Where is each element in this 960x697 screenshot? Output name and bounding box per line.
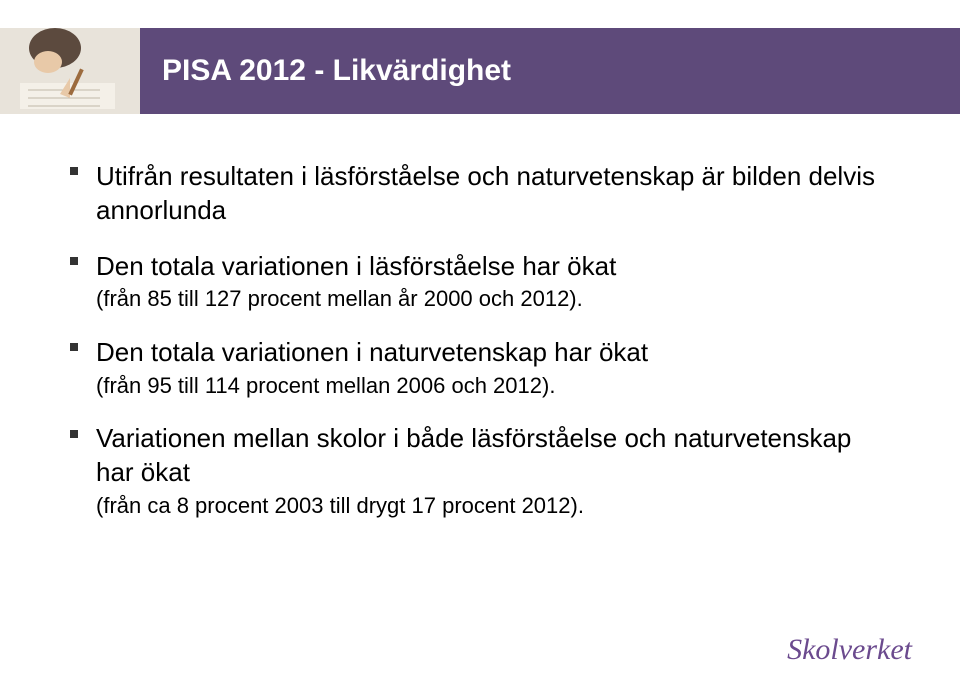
- header-photo: [0, 28, 140, 114]
- bullet-item: Utifrån resultaten i läsförståelse och n…: [70, 160, 890, 228]
- bullet-main-text: Den totala variationen i naturvetenskap …: [96, 337, 648, 367]
- slide: PISA 2012 - Likvärdighet Utifrån resulta…: [0, 0, 960, 697]
- bullet-dot-icon: [70, 343, 78, 351]
- bullet-dot-icon: [70, 257, 78, 265]
- bullet-sub-text: (från 85 till 127 procent mellan år 2000…: [96, 285, 890, 314]
- slide-header: PISA 2012 - Likvärdighet: [0, 28, 960, 114]
- bullet-dot-icon: [70, 167, 78, 175]
- slide-title: PISA 2012 - Likvärdighet: [162, 54, 511, 88]
- bullet-main-text: Utifrån resultaten i läsförståelse och n…: [96, 161, 875, 225]
- bullet-main-text: Den totala variationen i läsförståelse h…: [96, 251, 616, 281]
- bullet-item: Den totala variationen i läsförståelse h…: [70, 250, 890, 314]
- bullet-main-text: Variationen mellan skolor i både läsförs…: [96, 423, 851, 487]
- bullet-dot-icon: [70, 430, 78, 438]
- skolverket-logo: Skolverket: [787, 633, 912, 667]
- bullet-sub-text: (från ca 8 procent 2003 till drygt 17 pr…: [96, 492, 890, 521]
- bullet-item: Variationen mellan skolor i både läsförs…: [70, 422, 890, 520]
- bullet-list: Utifrån resultaten i läsförståelse och n…: [70, 160, 890, 521]
- slide-content: Utifrån resultaten i läsförståelse och n…: [70, 160, 890, 543]
- student-writing-icon: [0, 28, 140, 114]
- bullet-item: Den totala variationen i naturvetenskap …: [70, 336, 890, 400]
- bullet-sub-text: (från 95 till 114 procent mellan 2006 oc…: [96, 372, 890, 401]
